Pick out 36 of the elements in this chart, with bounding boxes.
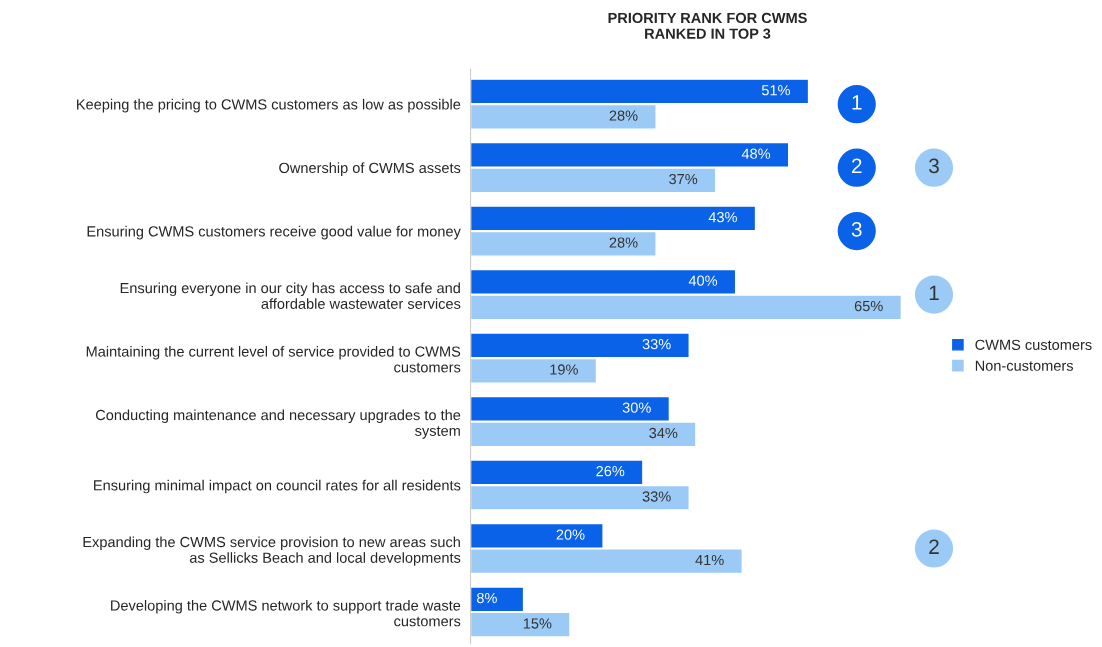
data-label: 43% [708, 212, 737, 223]
data-label: 34% [649, 427, 678, 439]
data-label: 65% [854, 300, 883, 312]
y-tick-label: Ensuring CWMS customers receive good value for money [87, 225, 461, 240]
y-tick-label: Ensuring minimal impact on council rates for all residents [94, 479, 461, 494]
legend-label: Non-customers [975, 360, 1074, 371]
text: 1 [929, 285, 939, 300]
annotation: 3 [851, 221, 862, 237]
data-label: 26% [596, 465, 625, 477]
y-tick-label: Maintaining the current level of service provided to CWMS customers [86, 346, 461, 373]
y-tick-label: Keeping the pricing to CWMS customers as low as possible [77, 98, 461, 113]
data-label: 28% [609, 237, 638, 248]
text: 2 [929, 539, 939, 554]
legend-label: CWMS customers [975, 339, 1092, 350]
y-tick-label: Ensuring everyone in our city has access to safe and affordable wastewater services [120, 282, 461, 309]
annotation: 2 [852, 158, 862, 174]
data-label: 51% [761, 85, 790, 96]
y-tick-label: Expanding the CWMS service provision to new areas such as Sellicks Beach and local developments [83, 536, 461, 566]
data-label: 41% [695, 554, 724, 566]
data-label: 40% [688, 275, 718, 286]
data-label: 33% [642, 491, 671, 502]
data-label: 19% [550, 364, 578, 375]
annotation: 1 [852, 95, 862, 110]
data-label: 8% [476, 592, 497, 604]
data-label: 28% [609, 110, 638, 121]
data-label: 37% [669, 173, 698, 185]
data-label: 15% [523, 618, 552, 629]
data-label: 48% [741, 148, 771, 159]
y-tick-label: Developing the CWMS network to support trade waste customers [111, 599, 461, 627]
data-label: 33% [642, 338, 671, 350]
chart-title: PRIORITY RANK FOR CWMS RANKED IN TOP 3 [608, 12, 807, 39]
y-tick-label: Conducting maintenance and necessary upgrades to the system [95, 409, 461, 439]
y-tick-label: Ownership of CWMS assets [279, 162, 461, 176]
data-label: 20% [556, 529, 585, 540]
data-label: 30% [622, 402, 651, 413]
text: 3 [928, 158, 939, 174]
